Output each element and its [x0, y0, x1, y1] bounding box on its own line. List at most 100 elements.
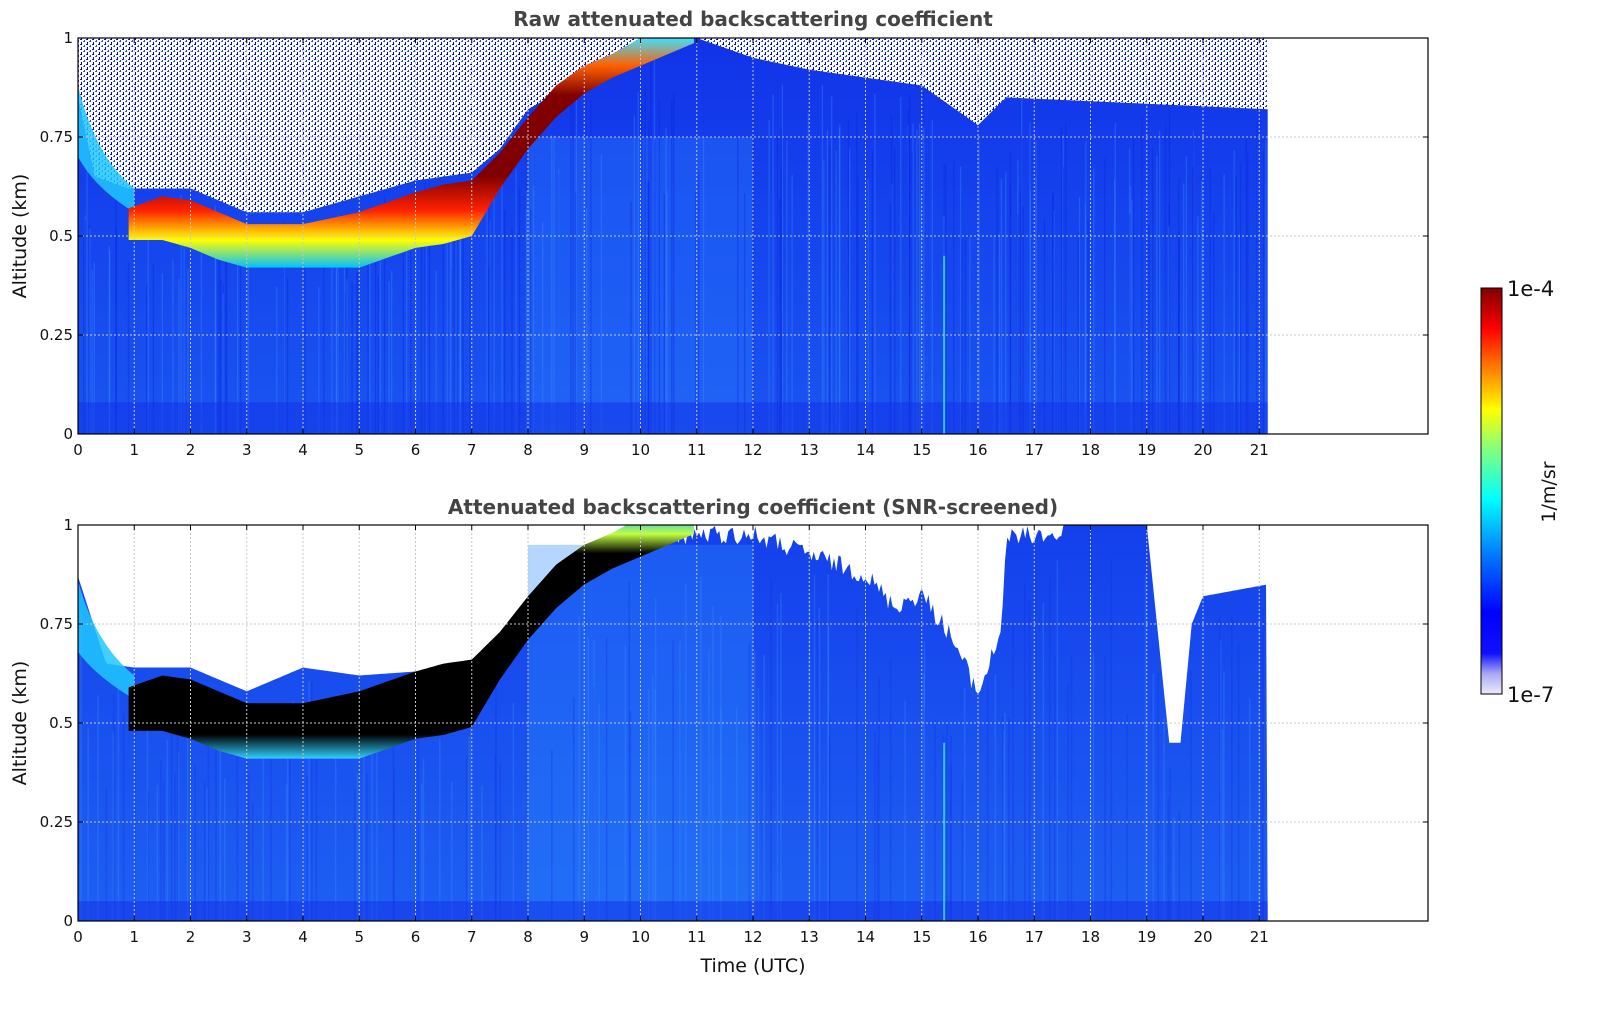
signal-streak	[206, 787, 208, 921]
signal-streak	[1053, 210, 1055, 434]
signal-streak	[1185, 156, 1188, 434]
signal-streak	[336, 236, 338, 434]
signal-streak	[959, 166, 962, 434]
signal-streak	[672, 639, 674, 921]
signal-streak	[379, 216, 381, 434]
x-tick-label: 10	[631, 441, 650, 459]
signal-streak	[462, 188, 464, 434]
signal-streak	[1178, 179, 1180, 434]
signal-streak	[354, 788, 356, 921]
signal-streak	[867, 178, 869, 434]
signal-streak	[346, 279, 348, 434]
x-tick-label: 12	[743, 441, 762, 459]
signal-streak	[628, 581, 631, 921]
signal-streak	[648, 119, 650, 434]
y-tick-label: 0	[63, 425, 73, 443]
signal-streak	[1144, 574, 1147, 921]
signal-streak	[146, 686, 149, 921]
signal-streak	[856, 112, 858, 434]
signal-streak	[1256, 122, 1258, 434]
signal-streak	[217, 238, 219, 434]
signal-streak	[572, 697, 575, 921]
signal-streak	[1131, 199, 1133, 434]
signal-streak	[923, 127, 925, 434]
y-axis-ticks: 0 0.25 0.5 0.75 1	[40, 516, 1428, 930]
signal-streak	[219, 741, 222, 921]
signal-streak	[821, 85, 824, 434]
signal-streak	[176, 732, 179, 921]
panel-title: Raw attenuated backscattering coefficien…	[513, 7, 993, 31]
signal-streak	[1002, 715, 1004, 921]
signal-streak	[1042, 602, 1045, 921]
signal-streak	[1231, 616, 1233, 921]
signal-streak	[900, 97, 902, 434]
signal-streak	[551, 135, 553, 434]
signal-streak	[907, 125, 909, 434]
x-tick-label: 9	[579, 928, 589, 946]
signal-streak	[1005, 172, 1007, 434]
signal-streak	[776, 135, 779, 434]
signal-streak	[630, 201, 632, 434]
signal-streak	[161, 273, 163, 434]
signal-streak	[304, 250, 306, 434]
signal-streak	[236, 730, 239, 921]
signal-streak	[276, 286, 278, 434]
signal-streak	[236, 226, 239, 434]
signal-streak	[1009, 184, 1011, 434]
signal-streak	[343, 249, 346, 434]
signal-streak	[346, 252, 348, 434]
signal-streak	[553, 135, 555, 434]
x-tick-label: 19	[1137, 928, 1156, 946]
x-tick-label: 5	[354, 441, 364, 459]
signal-streak	[1262, 606, 1264, 921]
signal-streak	[779, 197, 781, 434]
x-tick-label: 12	[743, 928, 762, 946]
signal-streak	[654, 689, 656, 921]
signal-streak	[335, 250, 338, 434]
signal-streak	[828, 735, 830, 921]
signal-streak	[147, 790, 149, 921]
signal-streak	[1257, 135, 1259, 434]
signal-streak	[996, 167, 998, 434]
signal-streak	[650, 49, 652, 434]
signal-streak	[1128, 148, 1131, 434]
colorbar-max-label: 1e-4	[1507, 277, 1554, 301]
signal-streak	[856, 608, 858, 921]
signal-streak	[1168, 226, 1170, 434]
signal-streak	[1192, 131, 1195, 434]
signal-streak	[391, 271, 393, 434]
signal-streak	[890, 114, 893, 434]
signal-streak	[1065, 123, 1067, 434]
signal-streak	[849, 148, 851, 434]
signal-streak	[828, 713, 831, 921]
x-tick-label: 14	[856, 928, 875, 946]
x-tick-label: 21	[1250, 928, 1269, 946]
signal-streak	[720, 707, 722, 921]
signal-streak	[624, 646, 627, 921]
x-tick-label: 13	[800, 928, 819, 946]
signal-streak	[1029, 122, 1031, 434]
signal-streak	[679, 641, 681, 921]
x-tick-label: 18	[1081, 928, 1100, 946]
signal-streak	[162, 781, 165, 921]
signal-streak	[918, 123, 921, 434]
signal-streak	[961, 781, 963, 921]
colorbar-scale	[1480, 287, 1503, 695]
signal-streak	[166, 740, 169, 921]
signal-streak	[600, 155, 603, 434]
signal-streak	[633, 115, 636, 434]
y-tick-label: 0.75	[40, 128, 73, 146]
raw-backscatter-panel: Raw attenuated backscattering coefficien…	[9, 7, 1429, 459]
signal-streak	[493, 165, 495, 434]
signal-streak	[1084, 203, 1086, 434]
signal-streak	[1213, 211, 1215, 434]
signal-streak	[424, 182, 426, 434]
x-tick-label: 3	[242, 928, 252, 946]
signal-streak	[450, 216, 453, 434]
signal-streak	[283, 222, 285, 434]
signal-streak	[495, 675, 497, 921]
x-axis-ticks: 0 1 2 3 4 5 6 7 8 9 10 11 12 13 14 15 16 17 18 19 20 21	[73, 38, 1269, 459]
signal-streak	[526, 191, 528, 434]
x-tick-label: 20	[1193, 928, 1212, 946]
signal-streak	[214, 205, 216, 434]
